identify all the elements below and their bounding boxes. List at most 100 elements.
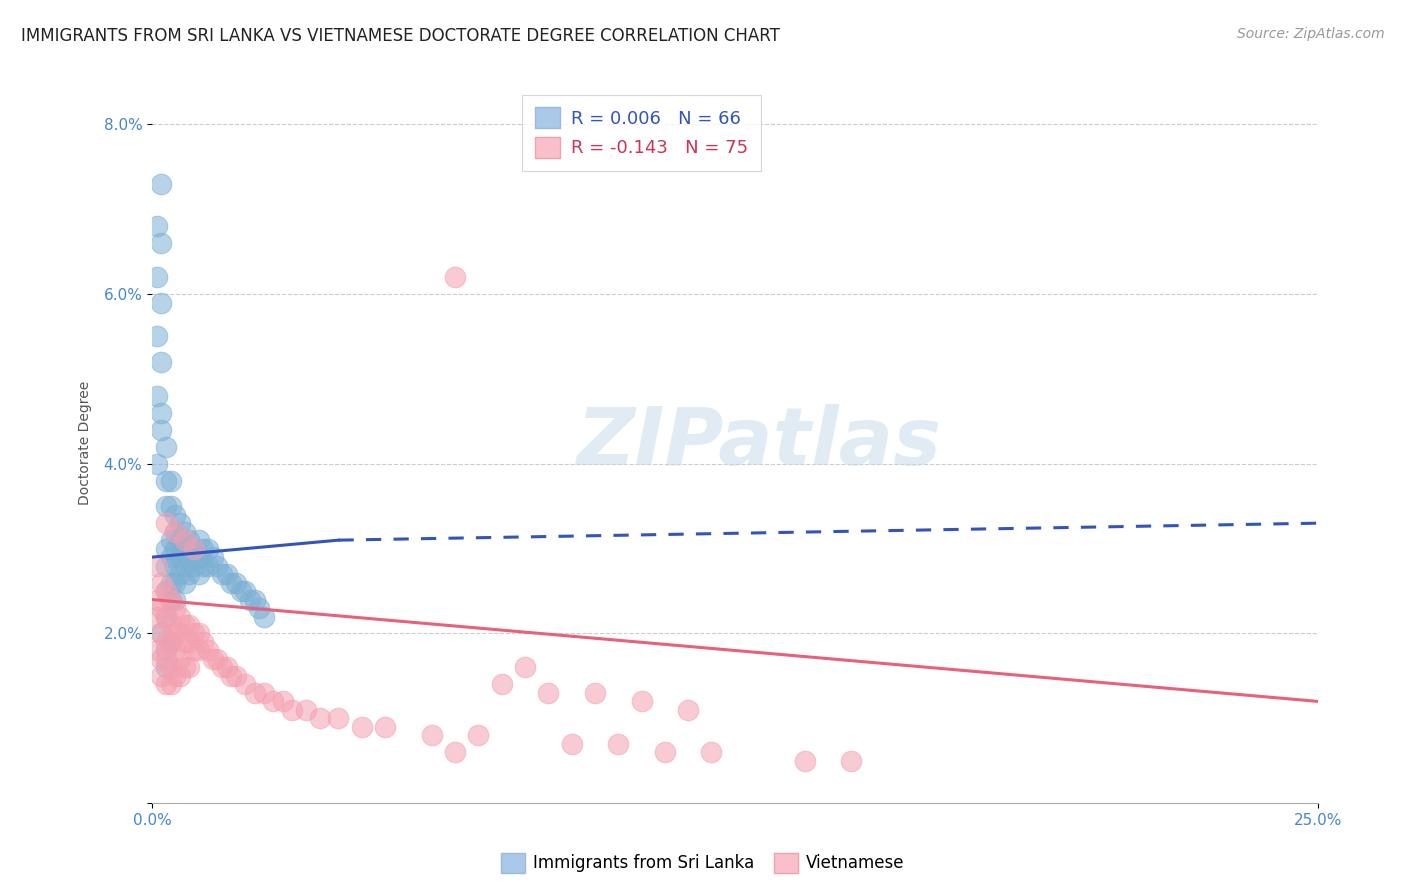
Point bbox=[215, 567, 238, 582]
Point bbox=[350, 720, 373, 734]
Point bbox=[491, 677, 513, 691]
Point bbox=[159, 499, 181, 513]
Point bbox=[173, 541, 195, 556]
Point bbox=[155, 643, 177, 657]
Point bbox=[444, 745, 467, 759]
Point bbox=[253, 609, 276, 624]
Point bbox=[233, 584, 256, 599]
Point bbox=[150, 423, 173, 437]
Point bbox=[173, 558, 195, 573]
Point bbox=[145, 219, 167, 234]
Point bbox=[165, 592, 187, 607]
Point bbox=[197, 558, 219, 573]
Point bbox=[229, 584, 252, 599]
Point bbox=[155, 558, 177, 573]
Point bbox=[155, 584, 177, 599]
Point bbox=[225, 575, 247, 590]
Y-axis label: Doctorate Degree: Doctorate Degree bbox=[79, 380, 93, 505]
Point bbox=[159, 635, 181, 649]
Point bbox=[150, 626, 173, 640]
Point bbox=[183, 626, 205, 640]
Point bbox=[145, 592, 167, 607]
Point bbox=[145, 270, 167, 285]
Point bbox=[561, 737, 583, 751]
Point bbox=[155, 635, 177, 649]
Point bbox=[179, 618, 201, 632]
Point bbox=[179, 550, 201, 565]
Point bbox=[159, 550, 181, 565]
Point bbox=[155, 440, 177, 454]
Point bbox=[165, 669, 187, 683]
Point bbox=[145, 389, 167, 403]
Point bbox=[179, 567, 201, 582]
Point bbox=[197, 541, 219, 556]
Point bbox=[183, 643, 205, 657]
Point bbox=[183, 541, 205, 556]
Point bbox=[513, 660, 536, 674]
Point bbox=[169, 609, 191, 624]
Text: ZIPatlas: ZIPatlas bbox=[575, 403, 941, 482]
Point bbox=[159, 660, 181, 674]
Point bbox=[219, 575, 242, 590]
Point bbox=[150, 575, 173, 590]
Point bbox=[165, 558, 187, 573]
Point bbox=[165, 601, 187, 615]
Point bbox=[233, 677, 256, 691]
Point bbox=[145, 609, 167, 624]
Point bbox=[173, 618, 195, 632]
Point bbox=[183, 541, 205, 556]
Legend: Immigrants from Sri Lanka, Vietnamese: Immigrants from Sri Lanka, Vietnamese bbox=[495, 847, 911, 880]
Point bbox=[169, 516, 191, 531]
Point bbox=[155, 584, 177, 599]
Point bbox=[262, 694, 284, 708]
Point bbox=[165, 626, 187, 640]
Point bbox=[169, 652, 191, 666]
Point bbox=[444, 270, 467, 285]
Point bbox=[193, 635, 215, 649]
Point bbox=[150, 295, 173, 310]
Point bbox=[630, 694, 652, 708]
Point bbox=[169, 567, 191, 582]
Point bbox=[155, 499, 177, 513]
Point bbox=[150, 601, 173, 615]
Point bbox=[165, 643, 187, 657]
Point bbox=[197, 643, 219, 657]
Point bbox=[207, 558, 229, 573]
Point bbox=[150, 652, 173, 666]
Point bbox=[183, 558, 205, 573]
Point bbox=[169, 550, 191, 565]
Point bbox=[225, 669, 247, 683]
Point bbox=[654, 745, 676, 759]
Point bbox=[155, 677, 177, 691]
Point bbox=[308, 711, 330, 725]
Point bbox=[374, 720, 396, 734]
Point bbox=[165, 508, 187, 522]
Point bbox=[155, 474, 177, 488]
Point bbox=[159, 474, 181, 488]
Point bbox=[150, 177, 173, 191]
Point bbox=[207, 652, 229, 666]
Point bbox=[420, 728, 443, 742]
Point bbox=[187, 643, 209, 657]
Point bbox=[187, 533, 209, 548]
Point bbox=[165, 524, 187, 539]
Point bbox=[215, 660, 238, 674]
Point bbox=[187, 567, 209, 582]
Point bbox=[155, 660, 177, 674]
Point bbox=[155, 541, 177, 556]
Point bbox=[155, 516, 177, 531]
Point bbox=[793, 754, 815, 768]
Point bbox=[201, 652, 224, 666]
Point bbox=[467, 728, 489, 742]
Point bbox=[173, 635, 195, 649]
Point bbox=[159, 533, 181, 548]
Point bbox=[243, 592, 266, 607]
Point bbox=[583, 686, 606, 700]
Point bbox=[150, 355, 173, 369]
Point bbox=[155, 609, 177, 624]
Point bbox=[841, 754, 863, 768]
Point bbox=[165, 541, 187, 556]
Point bbox=[243, 686, 266, 700]
Point bbox=[169, 533, 191, 548]
Point bbox=[159, 592, 181, 607]
